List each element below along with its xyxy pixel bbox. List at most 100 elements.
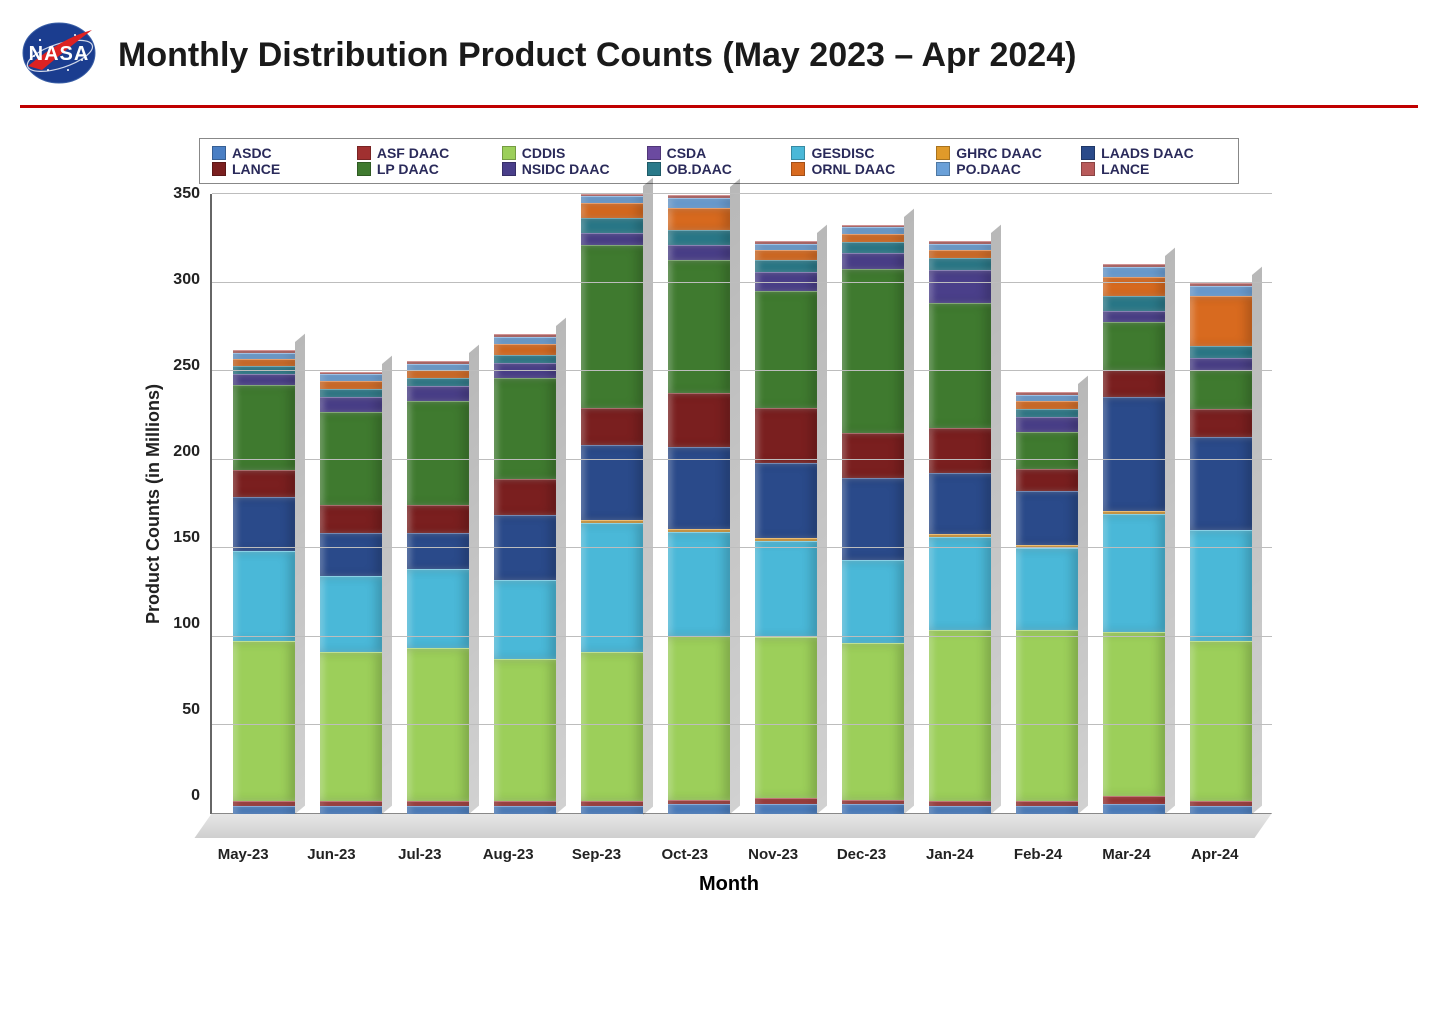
legend-label: PO.DAAC: [956, 161, 1021, 177]
legend-item: LANCE: [212, 161, 357, 177]
legend-label: CSDA: [667, 145, 707, 161]
bar-column: [320, 372, 382, 814]
gridline: [212, 459, 1272, 460]
bar-segment: [755, 463, 817, 538]
bar-segment: [842, 433, 904, 478]
bar-segment: [494, 479, 556, 515]
bar-segment: [842, 560, 904, 642]
bar-segment: [494, 355, 556, 363]
bar-segment: [1190, 286, 1252, 296]
bar-column: [233, 350, 295, 814]
gridline: [212, 193, 1272, 194]
bar-segment: [1103, 796, 1165, 804]
legend-label: NSIDC DAAC: [522, 161, 610, 177]
bar-segment: [842, 804, 904, 814]
legend-item: CDDIS: [502, 145, 647, 161]
bar-segment: [668, 804, 730, 814]
bar-segment: [1190, 641, 1252, 801]
bar-segment: [233, 374, 295, 386]
bar-segment: [1103, 296, 1165, 311]
bar-segment: [407, 378, 469, 386]
bar-segment: [233, 551, 295, 641]
bar-segment: [668, 260, 730, 392]
legend-item: GESDISC: [791, 145, 936, 161]
legend-swatch-icon: [647, 162, 661, 176]
bar-segment: [1016, 491, 1078, 545]
x-tick-label: Dec-23: [830, 846, 892, 863]
legend-item: LANCE: [1081, 161, 1226, 177]
bar-segment: [320, 505, 382, 533]
bar-segment: [929, 428, 991, 473]
x-tick-label: May-23: [212, 846, 274, 863]
bar-segment: [1016, 806, 1078, 814]
bar-segment: [320, 389, 382, 397]
y-tick-label: 350: [164, 185, 200, 203]
bar-segment: [1103, 514, 1165, 632]
bar-segment: [1190, 346, 1252, 358]
x-tick-label: Mar-24: [1095, 846, 1157, 863]
bar-segment: [320, 806, 382, 814]
legend-swatch-icon: [791, 162, 805, 176]
bar-segment: [581, 652, 643, 802]
x-tick-label: Nov-23: [742, 846, 804, 863]
bar-segment: [1103, 267, 1165, 277]
bar-segment: [1190, 358, 1252, 370]
bar-segment: [929, 270, 991, 303]
bar-segment: [1016, 469, 1078, 491]
bar-segment: [233, 641, 295, 801]
bar-segment: [1016, 417, 1078, 432]
bar-segment: [494, 580, 556, 659]
bar-column: [755, 241, 817, 814]
bar-column: [1103, 264, 1165, 814]
y-tick-label: 50: [164, 701, 200, 719]
bar-segment: [320, 652, 382, 802]
legend-item: ASF DAAC: [357, 145, 502, 161]
bar-segment: [407, 386, 469, 401]
legend-label: ORNL DAAC: [811, 161, 895, 177]
page-header: NASA Monthly Distribution Product Counts…: [20, 20, 1418, 108]
bar-segment: [842, 643, 904, 800]
bar-segment: [668, 393, 730, 447]
legend-swatch-icon: [357, 146, 371, 160]
bar-segment: [233, 385, 295, 469]
legend-swatch-icon: [1081, 162, 1095, 176]
legend-item: CSDA: [647, 145, 792, 161]
legend-label: GHRC DAAC: [956, 145, 1042, 161]
chart-container: ASDCASF DAACCDDISCSDAGESDISCGHRC DAACLAA…: [139, 138, 1299, 896]
x-tick-label: Apr-24: [1184, 846, 1246, 863]
bar-segment: [1190, 409, 1252, 437]
bar-segment: [320, 576, 382, 651]
gridline: [212, 724, 1272, 725]
legend-swatch-icon: [502, 146, 516, 160]
bar-segment: [494, 344, 556, 356]
bar-column: [1190, 283, 1252, 814]
bar-segment: [320, 533, 382, 577]
y-axis-label: Product Counts (in Millions): [139, 194, 164, 814]
bar-segment: [755, 804, 817, 814]
chart-legend: ASDCASF DAACCDDISCSDAGESDISCGHRC DAACLAA…: [199, 138, 1239, 184]
bar-segment: [1103, 370, 1165, 398]
bar-segment: [1016, 548, 1078, 630]
legend-swatch-icon: [212, 146, 226, 160]
bar-segment: [755, 250, 817, 260]
bar-segment: [581, 203, 643, 218]
bar-segment: [581, 408, 643, 444]
x-tick-label: Jul-23: [389, 846, 451, 863]
x-tick-label: Jun-23: [300, 846, 362, 863]
bar-segment: [1103, 311, 1165, 323]
legend-item: ASDC: [212, 145, 357, 161]
legend-item: LP DAAC: [357, 161, 502, 177]
bar-segment: [755, 637, 817, 797]
bar-segment: [1016, 432, 1078, 468]
gridline: [212, 547, 1272, 548]
bar-column: [494, 334, 556, 814]
svg-text:NASA: NASA: [29, 43, 90, 65]
x-tick-label: Aug-23: [477, 846, 539, 863]
bar-segment: [581, 245, 643, 409]
bar-segment: [668, 245, 730, 260]
legend-label: CDDIS: [522, 145, 566, 161]
y-tick-label: 200: [164, 443, 200, 461]
y-axis-ticks: 350300250200150100500: [164, 194, 210, 814]
legend-label: LP DAAC: [377, 161, 439, 177]
legend-swatch-icon: [791, 146, 805, 160]
